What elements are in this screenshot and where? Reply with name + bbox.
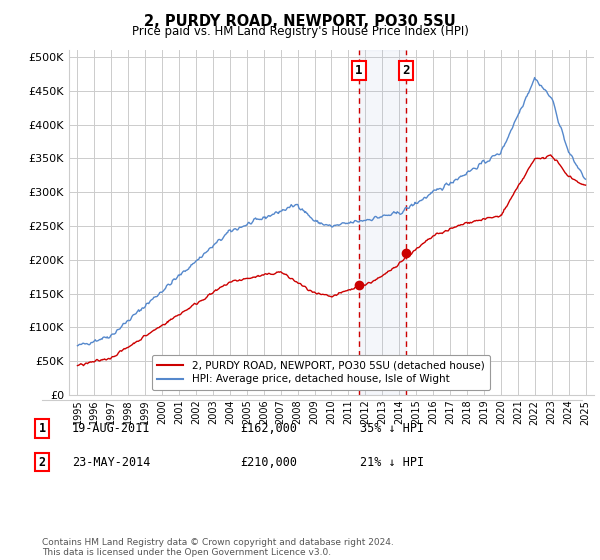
Text: 35% ↓ HPI: 35% ↓ HPI (360, 422, 424, 435)
Text: 1: 1 (355, 64, 363, 77)
Bar (359, 50, 406, 395)
Text: Price paid vs. HM Land Registry's House Price Index (HPI): Price paid vs. HM Land Registry's House … (131, 25, 469, 38)
Text: £210,000: £210,000 (240, 455, 297, 469)
Text: 21% ↓ HPI: 21% ↓ HPI (360, 455, 424, 469)
Text: 2: 2 (402, 64, 410, 77)
Text: 2: 2 (38, 455, 46, 469)
Text: Contains HM Land Registry data © Crown copyright and database right 2024.
This d: Contains HM Land Registry data © Crown c… (42, 538, 394, 557)
Text: 23-MAY-2014: 23-MAY-2014 (72, 455, 151, 469)
Legend: 2, PURDY ROAD, NEWPORT, PO30 5SU (detached house), HPI: Average price, detached : 2, PURDY ROAD, NEWPORT, PO30 5SU (detach… (152, 355, 490, 390)
Text: 19-AUG-2011: 19-AUG-2011 (72, 422, 151, 435)
Text: 1: 1 (38, 422, 46, 435)
Text: £162,000: £162,000 (240, 422, 297, 435)
Text: 2, PURDY ROAD, NEWPORT, PO30 5SU: 2, PURDY ROAD, NEWPORT, PO30 5SU (144, 14, 456, 29)
